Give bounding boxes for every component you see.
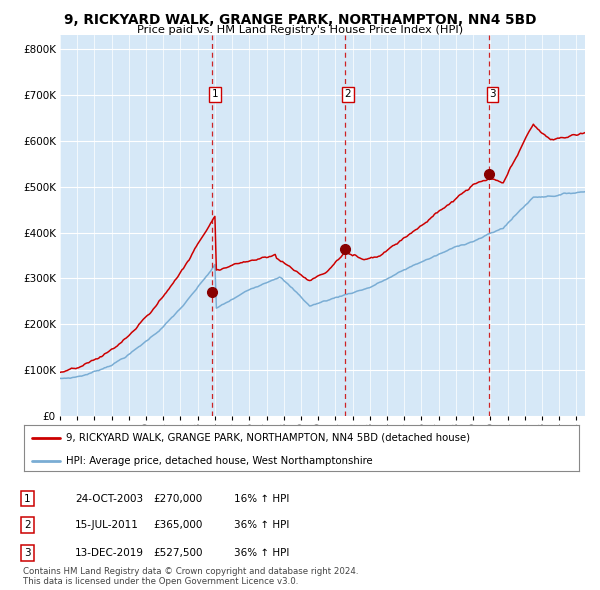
Text: 15-JUL-2011: 15-JUL-2011 — [75, 520, 139, 530]
Text: 9, RICKYARD WALK, GRANGE PARK, NORTHAMPTON, NN4 5BD: 9, RICKYARD WALK, GRANGE PARK, NORTHAMPT… — [64, 13, 536, 27]
Text: 1: 1 — [211, 90, 218, 99]
Text: 2: 2 — [24, 520, 31, 530]
Text: Contains HM Land Registry data © Crown copyright and database right 2024.: Contains HM Land Registry data © Crown c… — [23, 568, 358, 576]
Text: 13-DEC-2019: 13-DEC-2019 — [75, 548, 144, 558]
Text: £365,000: £365,000 — [153, 520, 202, 530]
Text: £270,000: £270,000 — [153, 494, 202, 503]
Text: 36% ↑ HPI: 36% ↑ HPI — [234, 520, 289, 530]
Text: £527,500: £527,500 — [153, 548, 203, 558]
Text: HPI: Average price, detached house, West Northamptonshire: HPI: Average price, detached house, West… — [65, 456, 372, 466]
Text: 36% ↑ HPI: 36% ↑ HPI — [234, 548, 289, 558]
Text: 16% ↑ HPI: 16% ↑ HPI — [234, 494, 289, 503]
Text: 1: 1 — [24, 494, 31, 503]
Text: Price paid vs. HM Land Registry's House Price Index (HPI): Price paid vs. HM Land Registry's House … — [137, 25, 463, 35]
Text: 3: 3 — [24, 548, 31, 558]
Text: 9, RICKYARD WALK, GRANGE PARK, NORTHAMPTON, NN4 5BD (detached house): 9, RICKYARD WALK, GRANGE PARK, NORTHAMPT… — [65, 432, 470, 442]
Text: 24-OCT-2003: 24-OCT-2003 — [75, 494, 143, 503]
Text: 2: 2 — [344, 90, 351, 99]
Text: This data is licensed under the Open Government Licence v3.0.: This data is licensed under the Open Gov… — [23, 578, 298, 586]
Text: 3: 3 — [489, 90, 496, 99]
